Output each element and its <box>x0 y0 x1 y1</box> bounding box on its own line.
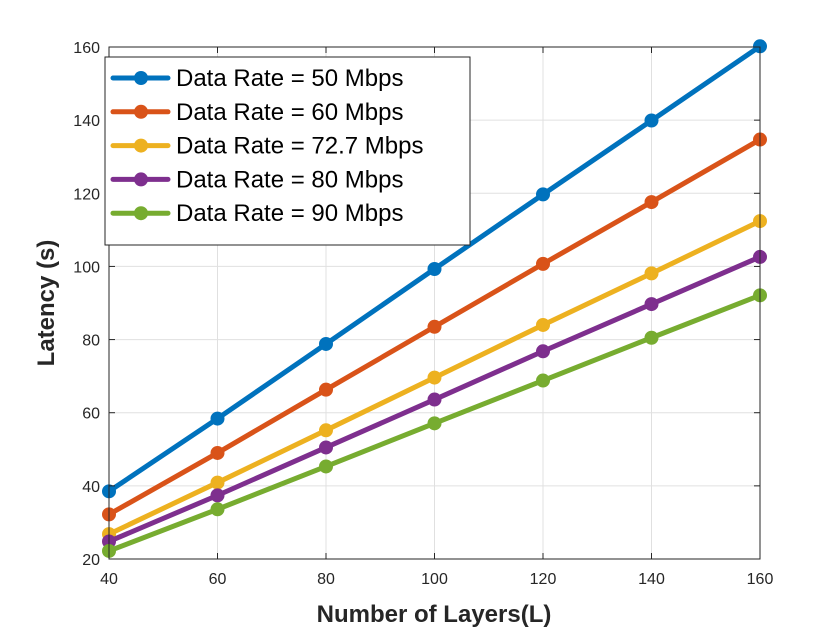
data-point-series-1 <box>644 113 659 128</box>
data-point-series-1 <box>427 261 442 276</box>
legend-swatch-marker <box>134 104 148 119</box>
data-point-series-5 <box>644 330 659 345</box>
data-point-series-5 <box>210 502 225 517</box>
y-tick-label: 20 <box>82 552 100 569</box>
legend-swatch-marker <box>134 172 148 187</box>
y-tick-label: 100 <box>73 259 100 276</box>
y-tick-label: 60 <box>82 406 100 423</box>
data-point-series-3 <box>644 266 659 281</box>
x-tick-label: 120 <box>530 571 557 588</box>
legend-entry-label: Data Rate = 90 Mbps <box>176 200 403 227</box>
data-point-series-2 <box>644 195 659 210</box>
data-point-series-2 <box>210 445 225 460</box>
x-tick-labels: 40 60 80 100 120 140 160 <box>100 571 773 588</box>
y-tick-label: 80 <box>82 333 100 350</box>
data-point-series-4 <box>210 488 225 503</box>
data-point-series-4 <box>427 392 442 407</box>
data-point-series-3 <box>319 423 333 438</box>
y-tick-labels: 20 40 60 80 100 120 140 160 <box>73 40 100 569</box>
y-tick-label: 140 <box>73 113 100 130</box>
data-point-series-4 <box>536 344 550 359</box>
y-tick-label: 120 <box>73 186 100 203</box>
data-point-series-3 <box>427 370 442 385</box>
legend-swatch-marker <box>134 71 148 85</box>
data-point-series-2 <box>536 256 550 271</box>
legend-swatch-marker <box>134 138 148 153</box>
legend-entry-label: Data Rate = 80 Mbps <box>176 166 403 193</box>
x-tick-label: 100 <box>421 571 448 588</box>
data-point-series-1 <box>319 336 333 351</box>
x-axis-label: Number of Layers(L) <box>317 601 552 628</box>
x-tick-label: 160 <box>747 571 774 588</box>
data-point-series-5 <box>319 459 333 474</box>
y-axis-label: Latency (s) <box>33 240 60 367</box>
x-tick-label: 140 <box>638 571 665 588</box>
x-tick-label: 80 <box>317 571 335 588</box>
legend: Data Rate = 50 Mbps Data Rate = 60 Mbps Da… <box>104 56 471 246</box>
data-point-series-5 <box>536 373 550 388</box>
data-point-series-4 <box>644 297 659 312</box>
legend-entry-label: Data Rate = 72.7 Mbps <box>176 133 423 160</box>
data-point-series-1 <box>210 411 225 426</box>
data-point-series-4 <box>319 440 333 455</box>
y-tick-label: 160 <box>73 40 100 57</box>
data-point-series-2 <box>319 382 333 397</box>
x-tick-label: 40 <box>100 571 118 588</box>
legend-swatch-marker <box>134 206 148 221</box>
x-tick-label: 60 <box>209 571 227 588</box>
data-point-series-1 <box>536 187 550 202</box>
data-point-series-2 <box>427 319 442 334</box>
data-point-series-3 <box>536 317 550 332</box>
y-tick-label: 40 <box>82 479 100 496</box>
data-point-series-3 <box>210 475 225 490</box>
series-lines <box>102 39 767 558</box>
legend-entry-label: Data Rate = 50 Mbps <box>176 65 403 92</box>
legend-entry-label: Data Rate = 60 Mbps <box>176 99 403 126</box>
data-point-series-5 <box>427 416 442 431</box>
axis-ticks <box>108 46 761 560</box>
